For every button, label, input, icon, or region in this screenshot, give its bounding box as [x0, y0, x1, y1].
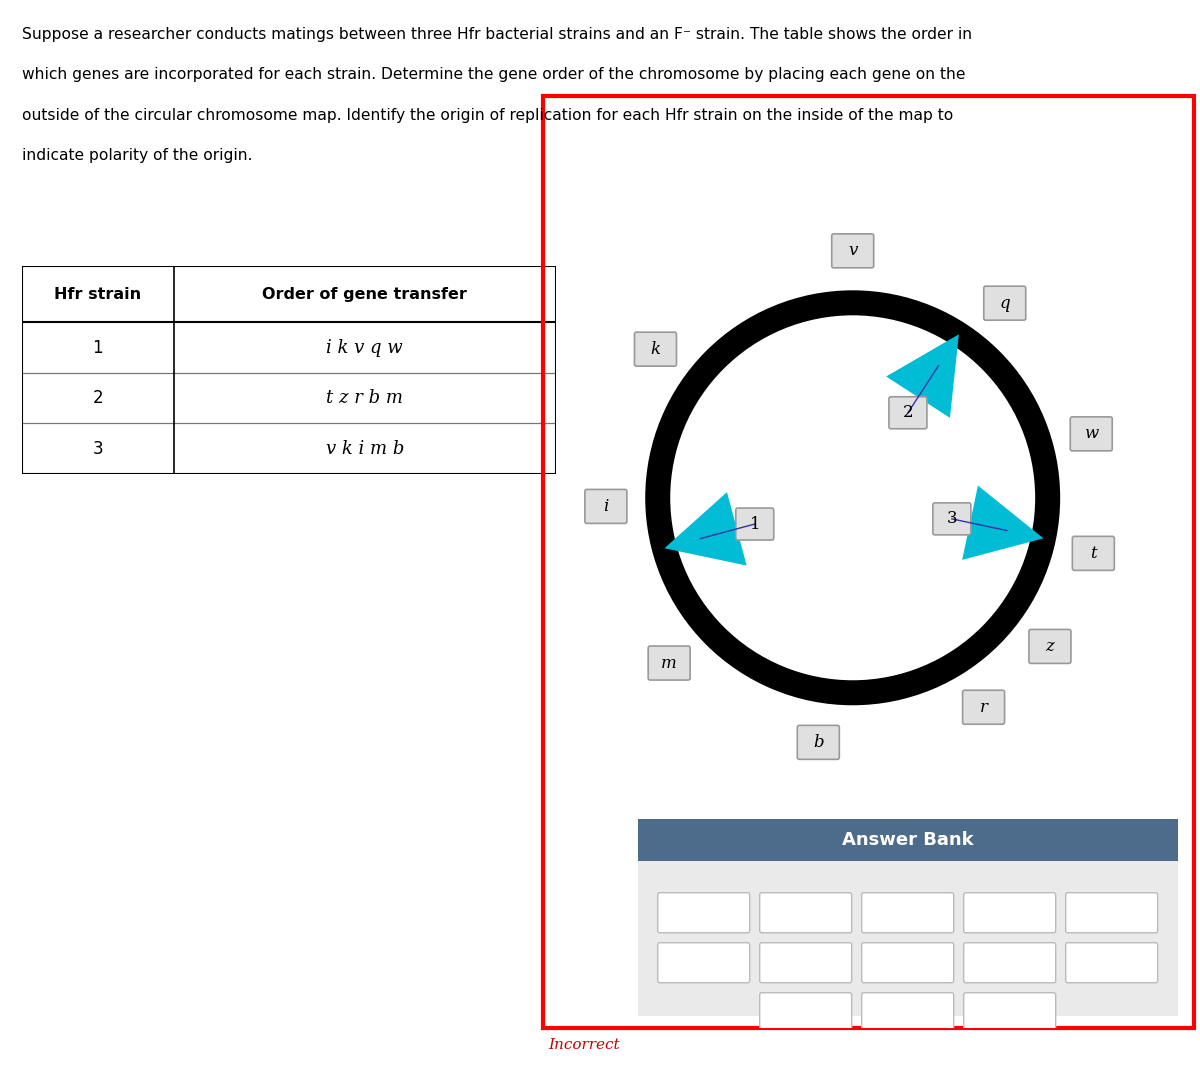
- FancyBboxPatch shape: [964, 943, 1056, 983]
- Text: which genes are incorporated for each strain. Determine the gene order of the ch: which genes are incorporated for each st…: [22, 67, 965, 82]
- Text: 2: 2: [902, 405, 913, 422]
- Text: Incorrect: Incorrect: [548, 1038, 620, 1052]
- Text: Order of gene transfer: Order of gene transfer: [263, 286, 467, 301]
- FancyBboxPatch shape: [932, 503, 971, 535]
- Text: r: r: [979, 699, 988, 716]
- FancyBboxPatch shape: [658, 892, 750, 933]
- Text: Answer Bank: Answer Bank: [842, 831, 973, 849]
- Text: t z r b m: t z r b m: [326, 389, 403, 407]
- FancyBboxPatch shape: [984, 286, 1026, 321]
- Bar: [637, 819, 1177, 861]
- Text: m: m: [661, 655, 677, 672]
- FancyBboxPatch shape: [760, 943, 852, 983]
- Text: outside of the circular chromosome map. Identify the origin of replication for e: outside of the circular chromosome map. …: [22, 108, 953, 122]
- Text: 3: 3: [947, 510, 958, 527]
- Text: q: q: [1000, 295, 1010, 312]
- Bar: [637, 861, 1177, 1016]
- Text: Suppose a researcher conducts matings between three Hfr bacterial strains and an: Suppose a researcher conducts matings be…: [22, 27, 972, 42]
- FancyBboxPatch shape: [1073, 537, 1115, 571]
- FancyBboxPatch shape: [862, 993, 954, 1033]
- FancyBboxPatch shape: [1066, 943, 1158, 983]
- FancyBboxPatch shape: [736, 508, 774, 540]
- FancyBboxPatch shape: [797, 725, 839, 759]
- FancyBboxPatch shape: [832, 234, 874, 267]
- Text: Hfr strain: Hfr strain: [54, 286, 142, 301]
- FancyBboxPatch shape: [964, 993, 1056, 1033]
- FancyBboxPatch shape: [760, 993, 852, 1033]
- Text: t: t: [1090, 545, 1097, 562]
- Text: v: v: [848, 243, 857, 260]
- Text: 3: 3: [92, 440, 103, 458]
- Text: indicate polarity of the origin.: indicate polarity of the origin.: [22, 148, 252, 163]
- Text: b: b: [814, 734, 823, 751]
- Polygon shape: [665, 492, 746, 566]
- Text: i: i: [604, 498, 608, 514]
- FancyBboxPatch shape: [648, 646, 690, 681]
- FancyBboxPatch shape: [760, 892, 852, 933]
- FancyBboxPatch shape: [862, 892, 954, 933]
- FancyBboxPatch shape: [1070, 416, 1112, 450]
- Polygon shape: [886, 334, 959, 417]
- Text: 2: 2: [92, 389, 103, 407]
- Text: i k v q w: i k v q w: [326, 339, 403, 357]
- Bar: [542, 96, 1194, 1028]
- Text: z: z: [1045, 638, 1055, 655]
- Text: v k i m b: v k i m b: [325, 440, 404, 458]
- FancyBboxPatch shape: [862, 943, 954, 983]
- FancyBboxPatch shape: [889, 397, 926, 429]
- FancyBboxPatch shape: [1028, 629, 1070, 663]
- Text: k: k: [650, 341, 660, 358]
- FancyBboxPatch shape: [584, 490, 626, 523]
- Text: 1: 1: [92, 339, 103, 357]
- FancyBboxPatch shape: [962, 690, 1004, 724]
- Text: w: w: [1084, 425, 1098, 442]
- FancyBboxPatch shape: [635, 332, 677, 366]
- Polygon shape: [962, 486, 1044, 560]
- FancyBboxPatch shape: [1066, 892, 1158, 933]
- FancyBboxPatch shape: [658, 943, 750, 983]
- Text: 1: 1: [750, 515, 760, 532]
- FancyBboxPatch shape: [964, 892, 1056, 933]
